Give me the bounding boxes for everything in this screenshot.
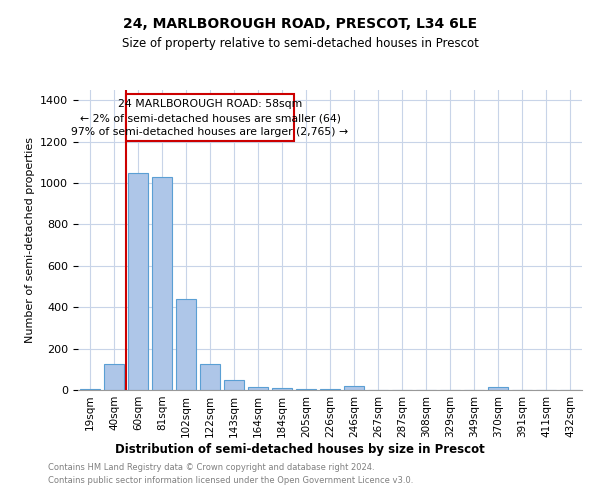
Bar <box>272 388 292 390</box>
Bar <box>152 177 172 390</box>
Text: 24 MARLBOROUGH ROAD: 58sqm: 24 MARLBOROUGH ROAD: 58sqm <box>118 100 302 110</box>
Text: 24, MARLBOROUGH ROAD, PRESCOT, L34 6LE: 24, MARLBOROUGH ROAD, PRESCOT, L34 6LE <box>123 18 477 32</box>
Text: Contains HM Land Registry data © Crown copyright and database right 2024.: Contains HM Land Registry data © Crown c… <box>48 464 374 472</box>
Bar <box>128 173 148 390</box>
Text: Contains public sector information licensed under the Open Government Licence v3: Contains public sector information licen… <box>48 476 413 485</box>
Y-axis label: Number of semi-detached properties: Number of semi-detached properties <box>25 137 35 343</box>
Bar <box>126 94 294 140</box>
Bar <box>80 389 100 390</box>
Text: Size of property relative to semi-detached houses in Prescot: Size of property relative to semi-detach… <box>122 38 478 51</box>
Text: Distribution of semi-detached houses by size in Prescot: Distribution of semi-detached houses by … <box>115 442 485 456</box>
Bar <box>176 299 196 390</box>
Text: 97% of semi-detached houses are larger (2,765) →: 97% of semi-detached houses are larger (… <box>71 128 349 138</box>
Bar <box>488 387 508 390</box>
Bar <box>104 364 124 390</box>
Bar <box>200 364 220 390</box>
Bar <box>248 387 268 390</box>
Bar <box>344 386 364 390</box>
Text: ← 2% of semi-detached houses are smaller (64): ← 2% of semi-detached houses are smaller… <box>79 114 341 124</box>
Bar <box>224 380 244 390</box>
